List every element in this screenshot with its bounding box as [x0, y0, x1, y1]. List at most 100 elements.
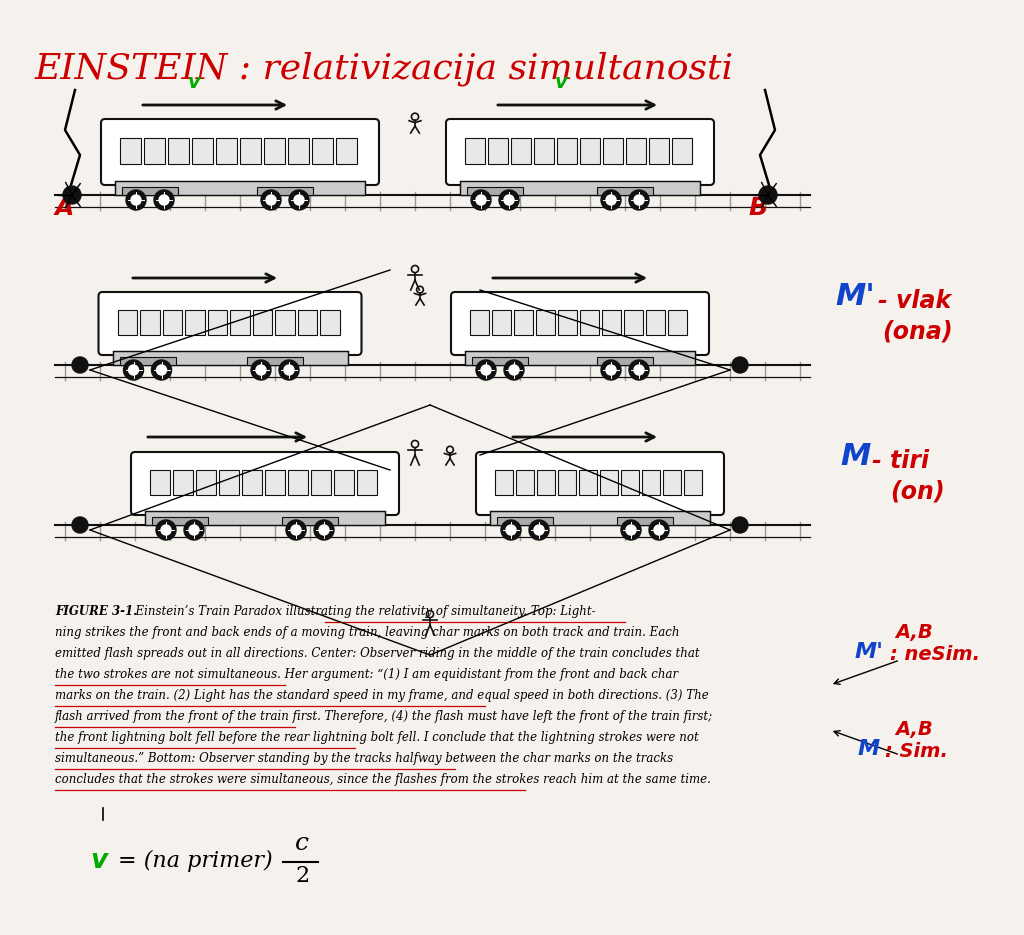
- Text: M': M': [835, 282, 874, 311]
- Circle shape: [289, 190, 309, 210]
- Circle shape: [279, 360, 299, 380]
- Bar: [196, 469, 216, 495]
- Circle shape: [634, 365, 644, 375]
- Circle shape: [161, 525, 171, 535]
- Bar: [113, 351, 347, 365]
- Text: - tiri: - tiri: [872, 449, 929, 473]
- Bar: [140, 309, 160, 335]
- Text: (on): (on): [890, 479, 944, 503]
- Bar: [470, 309, 489, 335]
- Text: - vlak: - vlak: [878, 289, 951, 313]
- Bar: [357, 469, 377, 495]
- Bar: [537, 469, 555, 495]
- Circle shape: [159, 195, 169, 205]
- Bar: [617, 517, 673, 525]
- Bar: [208, 309, 227, 335]
- Circle shape: [759, 186, 777, 204]
- Bar: [492, 309, 511, 335]
- Text: B: B: [748, 196, 767, 220]
- Bar: [163, 309, 182, 335]
- Bar: [684, 469, 702, 495]
- Text: : Sim.: : Sim.: [885, 742, 948, 761]
- Bar: [603, 137, 623, 164]
- FancyBboxPatch shape: [98, 292, 361, 355]
- Text: A,B: A,B: [895, 720, 933, 739]
- FancyBboxPatch shape: [131, 452, 399, 515]
- Circle shape: [266, 195, 276, 205]
- Circle shape: [126, 190, 146, 210]
- Bar: [558, 469, 575, 495]
- Text: M: M: [840, 442, 870, 471]
- Bar: [626, 137, 646, 164]
- Circle shape: [319, 525, 329, 535]
- Circle shape: [481, 365, 490, 375]
- Circle shape: [294, 195, 304, 205]
- FancyBboxPatch shape: [451, 292, 709, 355]
- Bar: [465, 137, 485, 164]
- Circle shape: [629, 190, 649, 210]
- Circle shape: [261, 190, 281, 210]
- Text: v: v: [555, 73, 567, 92]
- Circle shape: [131, 195, 141, 205]
- Bar: [150, 469, 170, 495]
- Bar: [672, 137, 692, 164]
- Circle shape: [63, 186, 81, 204]
- Bar: [122, 187, 178, 195]
- Bar: [247, 357, 303, 365]
- Bar: [319, 309, 340, 335]
- Circle shape: [629, 360, 649, 380]
- Text: A,B: A,B: [895, 623, 933, 642]
- Text: simultaneous.” Bottom: Observer standing by the tracks halfway between the char : simultaneous.” Bottom: Observer standing…: [55, 752, 673, 765]
- Circle shape: [529, 520, 549, 540]
- Text: Einstein’s Train Paradox illustrating the relativity of simultaneity. Top: Light: Einstein’s Train Paradox illustrating th…: [128, 605, 596, 618]
- Circle shape: [534, 525, 544, 535]
- Bar: [624, 309, 643, 335]
- FancyBboxPatch shape: [101, 119, 379, 185]
- Bar: [173, 469, 193, 495]
- Text: c: c: [295, 832, 309, 855]
- Bar: [144, 137, 165, 164]
- Bar: [511, 137, 531, 164]
- Circle shape: [601, 360, 621, 380]
- Text: marks on the train. (2) Light has the standard speed in my frame, and equal spee: marks on the train. (2) Light has the st…: [55, 689, 709, 702]
- Text: v: v: [188, 73, 201, 92]
- Bar: [298, 309, 317, 335]
- Text: EINSTEIN : relativizacija simultanosti: EINSTEIN : relativizacija simultanosti: [35, 52, 734, 87]
- Circle shape: [256, 365, 266, 375]
- Circle shape: [152, 360, 171, 380]
- Bar: [311, 469, 331, 495]
- Bar: [580, 309, 599, 335]
- Circle shape: [156, 520, 176, 540]
- Circle shape: [499, 190, 519, 210]
- Circle shape: [286, 520, 306, 540]
- Bar: [145, 511, 385, 525]
- Bar: [668, 309, 687, 335]
- Circle shape: [251, 360, 271, 380]
- Circle shape: [128, 365, 138, 375]
- Text: M': M': [855, 642, 884, 662]
- Circle shape: [291, 525, 301, 535]
- Text: 2: 2: [295, 865, 309, 887]
- Bar: [465, 351, 695, 365]
- Circle shape: [509, 365, 519, 375]
- Text: emitted flash spreads out in all directions. Center: Observer riding in the midd: emitted flash spreads out in all directi…: [55, 647, 699, 660]
- Bar: [219, 469, 239, 495]
- Bar: [597, 187, 653, 195]
- Circle shape: [626, 525, 636, 535]
- Circle shape: [504, 195, 514, 205]
- Bar: [216, 137, 237, 164]
- Circle shape: [184, 520, 204, 540]
- Bar: [597, 357, 653, 365]
- Bar: [580, 137, 600, 164]
- Bar: [120, 357, 175, 365]
- Bar: [642, 469, 660, 495]
- Circle shape: [154, 190, 174, 210]
- Circle shape: [471, 190, 490, 210]
- Bar: [253, 309, 272, 335]
- Circle shape: [501, 520, 521, 540]
- Bar: [514, 309, 534, 335]
- Bar: [488, 137, 508, 164]
- Bar: [240, 137, 261, 164]
- Circle shape: [506, 525, 516, 535]
- Bar: [460, 181, 700, 195]
